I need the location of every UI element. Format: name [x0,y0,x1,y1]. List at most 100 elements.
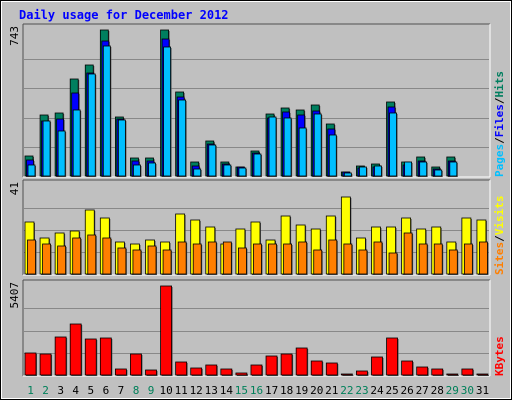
bar-kbytes-day-21 [325,362,338,376]
bar-pages-day-3 [57,130,66,177]
bar-kbytes-day-17 [265,355,278,376]
bar-kbytes-day-25 [386,337,398,376]
bar-sites-day-28 [433,243,443,275]
bar-kbytes-day-27 [416,366,429,376]
bar-sites-day-27 [418,243,428,275]
bar-pages-day-20 [313,113,322,177]
legend: Pages/Files/Hits [493,71,506,177]
x-tick-label: 26 [400,384,413,397]
bar-pages-day-22 [343,172,352,177]
x-tick-label: 4 [72,384,79,397]
bar-pages-day-19 [298,127,307,177]
x-tick-label: 17 [265,384,278,397]
bar-sites-day-29 [448,249,458,275]
bar-sites-day-4 [72,237,82,275]
bar-pages-day-11 [178,99,187,177]
bar-sites-day-14 [222,241,232,275]
bar-pages-day-6 [102,45,111,177]
x-tick-label: 30 [461,384,474,397]
bar-kbytes-day-1 [24,352,37,376]
bar-kbytes-day-13 [205,364,218,376]
y-axis-max-label: 5407 [8,282,21,309]
bar-sites-day-23 [358,249,368,275]
bar-sites-day-6 [102,237,112,275]
x-tick-label: 9 [148,384,155,397]
legend-entry: Visits [493,196,506,236]
bar-kbytes-day-10 [160,285,172,376]
bar-kbytes-day-14 [220,368,233,376]
bar-pages-day-12 [193,168,202,177]
x-tick-label: 21 [325,384,338,397]
bar-kbytes-day-23 [356,370,368,376]
x-tick-label: 11 [175,384,188,397]
bar-pages-day-26 [404,161,413,177]
bar-kbytes-day-26 [401,360,414,376]
x-tick-label: 13 [205,384,218,397]
bar-pages-day-28 [434,169,443,177]
bar-pages-day-4 [72,109,81,177]
bar-kbytes-day-6 [99,337,112,376]
bar-kbytes-day-29 [446,373,459,376]
legend-entry: Sites [493,242,506,275]
legend-separator: / [493,137,506,144]
bar-sites-day-25 [388,252,398,275]
legend-separator: / [493,97,506,104]
bar-sites-day-24 [373,241,383,275]
chart-title: Daily usage for December 2012 [19,8,229,22]
bar-sites-day-5 [87,234,97,275]
x-tick-label: 8 [133,384,140,397]
bar-kbytes-day-2 [39,353,52,376]
x-tick-label: 18 [280,384,293,397]
bar-kbytes-day-30 [461,368,474,376]
x-tick-label: 14 [220,384,234,397]
bar-sites-day-26 [403,232,413,275]
bar-sites-day-8 [132,249,142,275]
bar-kbytes-day-22 [340,373,353,376]
bar-pages-day-15 [238,167,247,177]
bar-kbytes-day-4 [69,323,82,376]
bar-kbytes-day-28 [431,368,444,376]
bar-sites-day-20 [313,249,323,275]
bar-pages-day-2 [42,120,51,177]
bar-kbytes-day-3 [54,336,67,376]
legend-separator: / [493,235,506,242]
bar-kbytes-day-18 [280,353,293,376]
bar-sites-day-18 [283,243,292,275]
bar-pages-day-24 [374,165,382,177]
bar-sites-day-12 [192,243,202,275]
bar-shadow [342,375,354,376]
x-tick-label: 10 [159,384,172,397]
bar-pages-day-25 [389,112,397,177]
bar-pages-day-10 [163,46,171,177]
x-tick-label: 3 [57,384,64,397]
x-tick-label: 22 [340,384,353,397]
legend-entry: Pages [493,144,506,177]
bar-pages-day-27 [419,161,428,177]
x-tick-label: 24 [370,384,384,397]
x-tick-label: 29 [446,384,459,397]
bar-sites-day-7 [117,247,127,275]
x-axis-day-labels: 1 2 3 4 5 6 7 8 9 10 11 12 13 14 15 16 17 18 19 20 21 22 23 24 2… [27,384,489,397]
bar-kbytes-day-16 [250,364,263,376]
x-tick-label: 6 [103,384,110,397]
bar-sites-day-16 [253,243,262,275]
x-tick-label: 1 [27,384,34,397]
bar-pages-day-16 [253,153,262,177]
bar-kbytes-day-20 [310,360,323,376]
bar-pages-day-13 [208,144,217,177]
bar-sites-day-22 [343,243,353,275]
bar-shadow [447,375,459,376]
x-tick-label: 20 [310,384,323,397]
bar-shadow [477,375,489,376]
bar-sites-day-30 [463,243,473,275]
chart-panels: 743Pages/Files/Hits41Sites/Visits5407KBy… [8,23,506,377]
bar-kbytes-day-5 [84,338,97,376]
bar-sites-day-11 [177,241,187,275]
x-tick-label: 27 [416,384,429,397]
bar-pages-day-9 [148,162,156,177]
bar-pages-day-14 [223,164,232,177]
x-tick-label: 12 [190,384,203,397]
